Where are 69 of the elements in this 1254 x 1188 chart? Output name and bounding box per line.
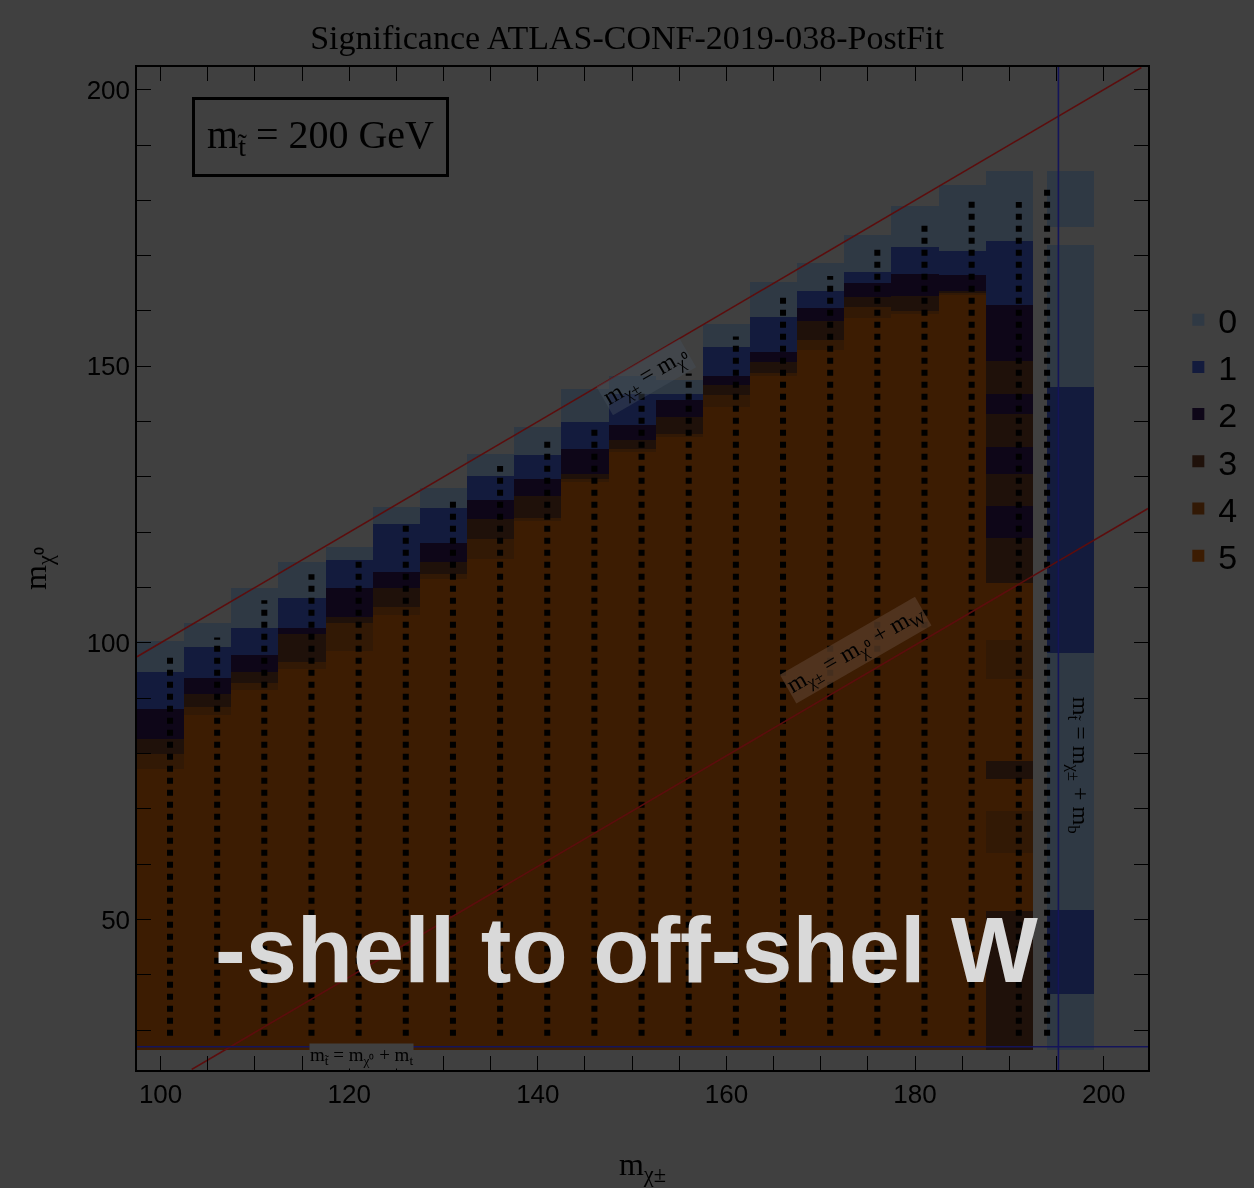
chart-title: Significance ATLAS-CONF-2019-038-PostFit <box>310 18 945 56</box>
bar <box>797 321 844 340</box>
y-tick-label: 150 <box>86 351 131 382</box>
bar <box>326 588 373 617</box>
bar <box>561 449 609 474</box>
bar <box>278 634 326 662</box>
bar <box>278 628 326 634</box>
bar <box>373 572 420 588</box>
bar <box>986 394 1033 414</box>
text: m$_{χ±}$ <box>618 1146 667 1188</box>
bar <box>750 352 797 362</box>
legend-label: 0 <box>1218 301 1238 340</box>
legend-label: 3 <box>1218 443 1238 482</box>
x-tick-label: 100 <box>138 1078 183 1109</box>
bar <box>656 400 703 417</box>
x-tick-label: 120 <box>327 1078 371 1109</box>
bar <box>797 291 844 308</box>
bar <box>373 588 420 607</box>
y-tick-label: 200 <box>86 74 131 105</box>
x-tick-label: 200 <box>1081 1078 1126 1109</box>
annotation: -shell to off-shel W <box>215 899 1038 1001</box>
bar <box>703 385 750 395</box>
bar <box>420 562 467 574</box>
bar <box>703 324 750 347</box>
bar <box>420 543 467 562</box>
bar <box>231 655 278 672</box>
bar <box>986 761 1033 779</box>
legend-label: 2 <box>1218 396 1238 435</box>
bar <box>750 362 797 373</box>
bar <box>986 414 1033 447</box>
bar <box>703 376 750 385</box>
bar <box>1047 653 1094 910</box>
bar <box>986 474 1033 506</box>
bar <box>1047 387 1094 653</box>
x-tick-label: 160 <box>704 1078 749 1109</box>
bar <box>986 506 1033 538</box>
bar <box>278 598 326 628</box>
y-tick-label: 100 <box>86 628 131 659</box>
bar <box>467 519 514 539</box>
legend-label: 5 <box>1218 537 1238 576</box>
bar <box>467 500 514 519</box>
x-tick-label: 180 <box>893 1078 937 1109</box>
bar <box>986 538 1033 583</box>
bar <box>986 305 1033 361</box>
bar <box>1047 171 1094 227</box>
bar <box>231 672 278 683</box>
bar <box>514 479 561 496</box>
bar <box>137 709 184 739</box>
y-tick-label: 50 <box>101 904 131 935</box>
annotation: m$_{t̃}$ = 200 GeV <box>207 112 435 163</box>
annotation: m$_{t̃}$ = m$_{χ⁰}$ + m$_{t}$ <box>310 1044 414 1068</box>
bar <box>1047 910 1094 994</box>
bar <box>561 474 609 479</box>
legend-label: 1 <box>1218 349 1238 388</box>
legend-label: 4 <box>1218 490 1238 529</box>
bar <box>326 617 373 623</box>
bar <box>184 678 231 694</box>
bar <box>986 447 1033 474</box>
x-tick-label: 140 <box>516 1078 560 1109</box>
bar <box>797 308 844 321</box>
bar <box>326 547 373 560</box>
bar <box>609 425 656 440</box>
bar <box>1047 245 1094 387</box>
bar <box>986 361 1033 394</box>
bar <box>514 496 561 518</box>
bar <box>137 739 184 754</box>
bar <box>656 417 703 434</box>
bar <box>184 694 231 707</box>
bar <box>609 440 656 449</box>
